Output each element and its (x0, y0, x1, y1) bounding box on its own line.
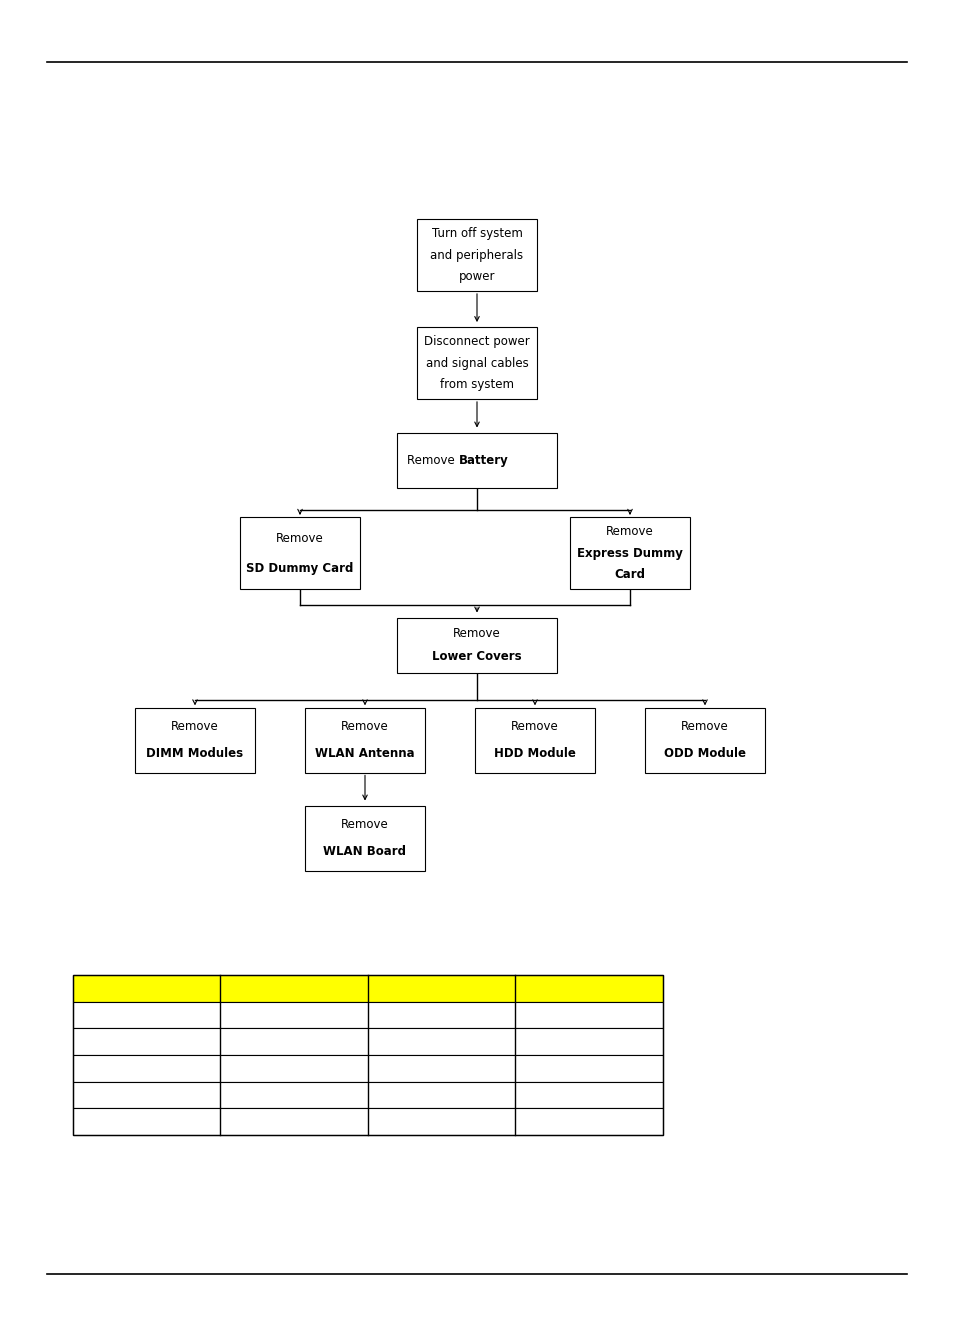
Text: Battery: Battery (458, 453, 508, 466)
Text: and signal cables: and signal cables (425, 357, 528, 370)
Bar (135, 708, 254, 772)
Text: and peripherals: and peripherals (430, 248, 523, 262)
Bar (396, 433, 557, 488)
Bar (73, 1055, 662, 1082)
Text: Remove: Remove (407, 453, 458, 466)
Bar (305, 806, 424, 871)
Text: Disconnect power: Disconnect power (424, 335, 529, 349)
Text: Remove: Remove (341, 818, 389, 831)
Text: ODD Module: ODD Module (663, 747, 745, 760)
Bar (73, 1002, 662, 1029)
Text: HDD Module: HDD Module (494, 747, 576, 760)
Bar (416, 327, 537, 399)
Text: Remove: Remove (171, 720, 218, 733)
Bar (396, 617, 557, 672)
Bar (644, 708, 764, 772)
Text: Remove: Remove (453, 627, 500, 640)
Text: Turn off system: Turn off system (431, 227, 522, 240)
Bar (73, 975, 662, 1002)
Text: WLAN Board: WLAN Board (323, 846, 406, 858)
Text: Lower Covers: Lower Covers (432, 649, 521, 663)
Bar (240, 517, 359, 589)
Text: DIMM Modules: DIMM Modules (146, 747, 243, 760)
Bar (569, 517, 689, 589)
Text: power: power (458, 270, 495, 283)
Text: from system: from system (439, 378, 514, 390)
Text: Remove: Remove (511, 720, 558, 733)
Text: Remove: Remove (605, 525, 653, 538)
Bar (416, 219, 537, 291)
Bar (305, 708, 424, 772)
Text: Remove: Remove (275, 532, 323, 545)
Text: Remove: Remove (680, 720, 728, 733)
Bar (475, 708, 595, 772)
Text: Card: Card (614, 568, 645, 581)
Text: SD Dummy Card: SD Dummy Card (246, 561, 354, 574)
Bar (73, 1109, 662, 1136)
Text: WLAN Antenna: WLAN Antenna (314, 747, 415, 760)
Text: Express Dummy: Express Dummy (577, 546, 682, 560)
Bar (73, 1082, 662, 1109)
Bar (73, 1029, 662, 1055)
Bar (73, 975, 662, 1136)
Text: Remove: Remove (341, 720, 389, 733)
